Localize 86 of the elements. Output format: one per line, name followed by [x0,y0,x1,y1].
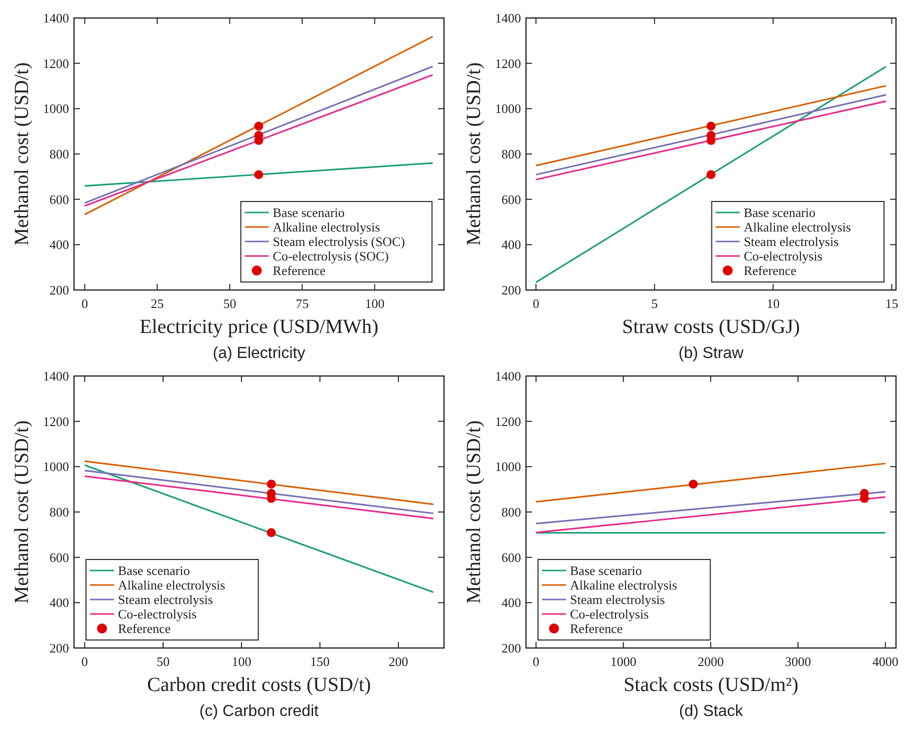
text: (a) Electricity [212,345,306,362]
y-tick-label: 1000 [495,101,521,116]
y-tick-label: 400 [502,595,521,610]
legend-label: Steam electrolysis [744,234,839,249]
legend-label: Co-electrolysis [744,248,822,264]
x-tick-label: 50 [156,654,170,669]
y-tick-label: 1000 [43,101,69,116]
point [254,170,264,180]
y-tick-label: 800 [502,504,521,520]
y-tick-label: 1200 [495,414,521,429]
y-tick-label: 1200 [43,56,69,71]
legend-label: Reference [272,263,326,278]
y-tick-label: 800 [50,146,69,162]
x-axis-title: Electricity price (USD/MWh) [140,316,378,338]
legend-label: Alkaline electrolysis [272,220,380,234]
legend-label: Base scenario [272,205,345,220]
x-tick-label: 0 [532,654,540,669]
legend-label: Reference [118,621,171,636]
legend-label: Steam electrolysis [118,592,213,607]
x-tick-label: 0 [532,296,540,311]
x-axis-title: Straw costs (USD/GJ) [622,316,800,338]
x-tick-label: 200 [388,654,408,669]
y-tick-label: 1000 [495,459,521,474]
point [266,528,276,538]
point [706,170,716,180]
y-tick-label: 1400 [495,10,521,26]
legend-label: Reference [744,263,797,278]
y-tick-label: 1200 [495,56,521,71]
y-tick-label: 200 [502,282,521,298]
x-tick-label: 2000 [698,654,724,669]
legend-label: Reference [570,621,623,636]
legend-label: Base scenario [118,563,190,578]
text: (d) Stack [678,703,744,720]
y-tick-label: 400 [50,237,69,252]
x-tick-label: 4000 [872,654,898,669]
y-tick-label: 200 [50,640,69,656]
y-tick-label: 1200 [43,414,69,429]
x-tick-label: 1000 [610,654,636,669]
y-axis-title: Methanol cost (USD/t) [463,420,485,604]
x-tick-label: 5 [651,296,658,311]
text: (c) Carbon credit [199,703,320,720]
y-tick-label: 600 [502,550,521,565]
y-axis-title: Methanol cost (USD/t) [11,420,33,604]
y-axis-title: Methanol cost (USD/t) [11,62,33,246]
y-tick-label: 200 [502,640,521,656]
y-tick-label: 600 [50,550,69,565]
y-tick-label: 400 [502,237,521,252]
point [688,480,698,489]
legend-label: Alkaline electrolysis [744,220,851,234]
point [254,122,264,131]
y-axis-title: Methanol cost (USD/t) [463,62,485,246]
y-tick-label: 1400 [43,10,69,26]
x-tick-label: 10 [766,296,780,311]
legend-label: Co-electrolysis (SOC) [272,248,389,264]
x-tick-label: 25 [150,296,164,311]
x-tick-label: 15 [885,296,898,311]
point [706,122,716,131]
legend-label: Steam electrolysis [570,592,665,607]
legend-label: Alkaline electrolysis [118,578,226,592]
legend-label: Base scenario [570,563,642,578]
y-tick-label: 200 [50,282,69,298]
x-axis-title: Carbon credit costs (USD/t) [147,674,371,696]
x-tick-label: 3000 [785,654,812,669]
x-tick-label: 0 [81,296,88,311]
x-tick-label: 100 [232,654,252,669]
y-tick-label: 1400 [495,368,521,384]
x-axis-title: Stack costs (USD/m²) [624,674,798,696]
y-tick-label: 400 [50,595,69,610]
y-tick-label: 800 [502,146,521,162]
x-tick-label: 50 [223,296,236,311]
y-tick-label: 1400 [43,368,69,384]
x-tick-label: 150 [310,654,330,669]
y-tick-label: 1000 [43,459,69,474]
legend-label: Steam electrolysis (SOC) [272,234,405,249]
text: (b) Straw [678,345,744,362]
legend-label: Base scenario [744,205,816,220]
legend-label: Alkaline electrolysis [570,578,678,592]
legend-label: Co-electrolysis [118,606,197,622]
point [266,480,276,489]
x-tick-label: 75 [296,296,309,311]
y-tick-label: 800 [50,504,69,520]
y-tick-label: 600 [502,192,521,207]
y-tick-label: 600 [50,192,69,207]
x-tick-label: 0 [81,654,88,669]
legend-label: Co-electrolysis [570,606,649,622]
x-tick-label: 100 [364,296,384,311]
